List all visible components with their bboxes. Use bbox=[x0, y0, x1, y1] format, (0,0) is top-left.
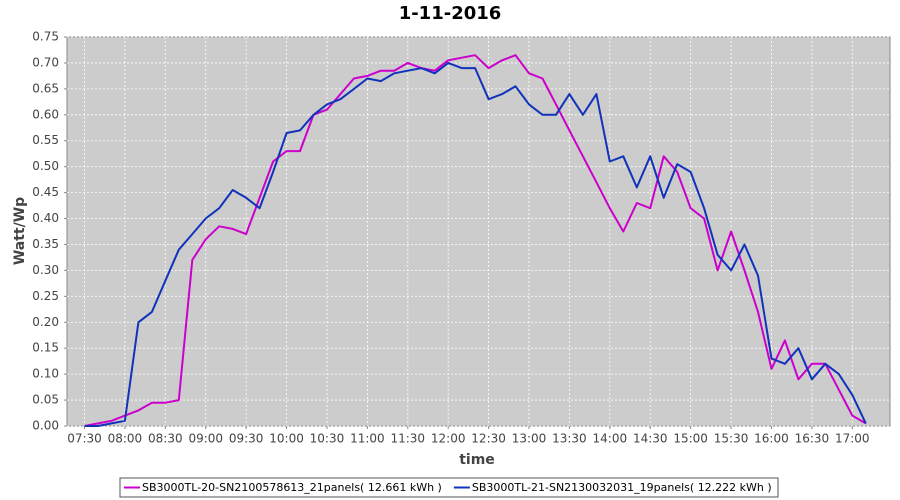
x-axis-label: time bbox=[459, 452, 495, 468]
chart-title: 1-11-2016 bbox=[399, 3, 502, 24]
y-tick-label: 0.25 bbox=[32, 289, 59, 303]
y-tick-label: 0.30 bbox=[32, 263, 59, 277]
x-tick-label: 17:00 bbox=[835, 432, 870, 446]
y-tick-label: 0.35 bbox=[32, 237, 59, 251]
x-tick-label: 16:30 bbox=[795, 432, 830, 446]
y-tick-label: 0.10 bbox=[32, 367, 59, 381]
y-tick-label: 0.05 bbox=[32, 393, 59, 407]
series-line bbox=[84, 54, 867, 427]
x-tick-label: 13:00 bbox=[512, 432, 547, 446]
y-tick-label: 0.65 bbox=[32, 81, 59, 95]
y-axis-label: Watt/Wp bbox=[12, 197, 28, 265]
x-tick-label: 12:30 bbox=[471, 432, 506, 446]
y-tick-label: 0.40 bbox=[32, 211, 59, 225]
y-tick-label: 0.70 bbox=[32, 55, 59, 69]
legend-label: SB3000TL-20-SN2100578613_21panels( 12.66… bbox=[142, 481, 442, 494]
x-tick-label: 14:30 bbox=[633, 432, 668, 446]
x-tick-label: 14:00 bbox=[593, 432, 628, 446]
x-tick-label: 11:30 bbox=[390, 432, 425, 446]
y-tick-label: 0.20 bbox=[32, 315, 59, 329]
plot-area bbox=[66, 36, 891, 427]
x-tick-label: 09:00 bbox=[188, 432, 223, 446]
y-tick-label: 0.55 bbox=[32, 133, 59, 147]
y-tick-label: 0.45 bbox=[32, 185, 59, 199]
legend bbox=[119, 477, 779, 498]
x-tick-label: 11:00 bbox=[350, 432, 385, 446]
x-tick-label: 15:30 bbox=[714, 432, 749, 446]
x-tick-label: 16:00 bbox=[754, 432, 789, 446]
x-tick-label: 12:00 bbox=[431, 432, 466, 446]
y-tick-label: 0.15 bbox=[32, 341, 59, 355]
x-tick-label: 10:30 bbox=[310, 432, 345, 446]
x-tick-label: 09:30 bbox=[229, 432, 264, 446]
series-line bbox=[84, 61, 867, 427]
y-tick-label: 0.00 bbox=[32, 419, 59, 433]
y-tick-label: 0.60 bbox=[32, 107, 59, 121]
y-tick-label: 0.50 bbox=[32, 159, 59, 173]
y-tick-label: 0.75 bbox=[32, 30, 59, 44]
x-tick-label: 10:00 bbox=[269, 432, 304, 446]
x-tick-label: 15:00 bbox=[673, 432, 708, 446]
x-tick-label: 08:00 bbox=[108, 432, 143, 446]
legend-label: SB3000TL-21-SN2130032031_19panels( 12.22… bbox=[472, 481, 772, 494]
x-tick-label: 13:30 bbox=[552, 432, 587, 446]
x-tick-label: 08:30 bbox=[148, 432, 183, 446]
x-tick-label: 07:30 bbox=[67, 432, 102, 446]
